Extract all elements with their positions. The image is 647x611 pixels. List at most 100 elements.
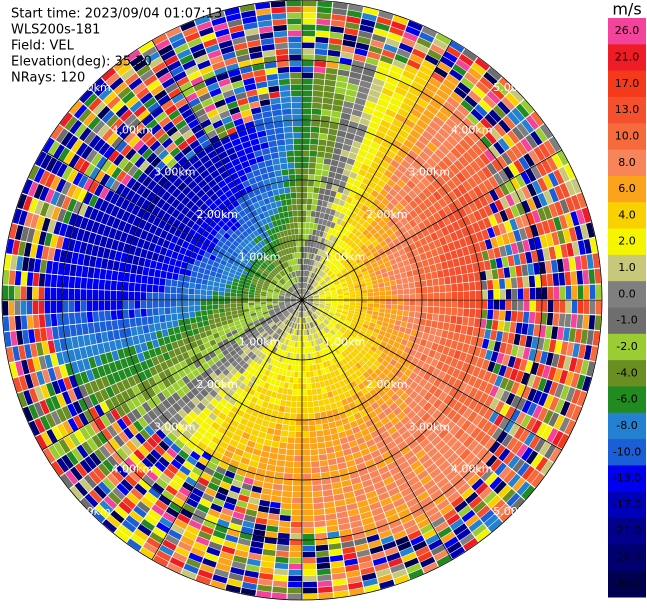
gate: [401, 321, 408, 327]
gate: [581, 255, 588, 269]
gate: [319, 133, 328, 139]
gate: [312, 199, 317, 205]
gate: [438, 278, 444, 286]
gate: [46, 327, 53, 340]
gate: [265, 433, 273, 440]
gate: [320, 182, 327, 188]
gate: [316, 557, 329, 563]
gate: [159, 293, 165, 300]
gate: [308, 235, 312, 241]
gate: [243, 297, 249, 300]
gate: [374, 300, 380, 304]
gate: [39, 273, 45, 286]
gate: [329, 166, 337, 173]
gate: [153, 301, 159, 308]
gate: [3, 270, 10, 285]
gate: [159, 315, 165, 323]
gate: [317, 7, 332, 14]
gate: [208, 280, 214, 285]
gate: [412, 269, 419, 276]
gate: [368, 296, 374, 300]
gate: [443, 269, 450, 277]
gate: [291, 365, 295, 371]
gate: [231, 300, 237, 304]
gate: [293, 384, 298, 390]
gate: [141, 317, 147, 325]
gate: [378, 312, 384, 317]
gate: [329, 549, 342, 556]
gate: [325, 80, 336, 87]
gate: [578, 300, 584, 314]
gate: [249, 295, 255, 298]
gate: [153, 308, 159, 316]
gate: [515, 323, 522, 334]
gate: [468, 273, 475, 282]
gate: [565, 314, 571, 327]
gate: [305, 235, 308, 241]
gate: [303, 576, 317, 582]
gate: [530, 300, 536, 311]
gate: [314, 67, 326, 73]
gate: [302, 85, 312, 91]
gate: [293, 486, 302, 492]
gate: [123, 291, 129, 300]
gate: [52, 262, 59, 275]
gate: [165, 286, 171, 293]
gate: [470, 291, 476, 299]
gate: [335, 451, 344, 458]
gate: [302, 360, 305, 366]
gate: [165, 307, 171, 314]
gate: [433, 256, 440, 264]
gate: [289, 558, 302, 564]
gate: [515, 265, 522, 276]
gate: [317, 574, 331, 581]
gate: [332, 482, 342, 489]
gate: [331, 433, 339, 440]
gate: [302, 139, 310, 145]
gate: [21, 301, 27, 315]
gate: [378, 283, 384, 288]
gate: [372, 284, 378, 289]
gate: [101, 258, 108, 269]
gate: [367, 307, 373, 311]
gate: [225, 312, 231, 317]
gate: [191, 271, 198, 278]
gate: [302, 348, 305, 354]
gate: [374, 304, 380, 308]
gate: [335, 420, 343, 427]
gate: [428, 300, 434, 306]
gate: [135, 292, 141, 300]
gate: [286, 395, 291, 401]
gate: [331, 111, 341, 118]
gate: [189, 300, 195, 306]
gate: [207, 295, 213, 300]
gate: [298, 384, 302, 390]
gate: [3, 285, 9, 300]
gate: [314, 61, 326, 67]
gate: [219, 296, 225, 300]
gate: [273, 435, 281, 442]
gate: [203, 274, 209, 280]
gate: [406, 271, 413, 278]
gate: [274, 575, 288, 582]
gate: [434, 293, 440, 300]
gate: [320, 460, 329, 467]
gate: [578, 285, 584, 299]
gate: [303, 450, 311, 456]
gate: [34, 329, 41, 343]
gate: [272, 490, 282, 497]
gate: [237, 297, 243, 300]
gate: [415, 312, 421, 318]
gate: [195, 289, 201, 295]
gate: [302, 49, 314, 55]
gate: [302, 199, 307, 205]
gate: [510, 322, 517, 333]
gate: [446, 292, 452, 299]
gate: [287, 443, 295, 449]
gate: [328, 50, 341, 57]
gate: [255, 300, 261, 302]
gate: [302, 169, 308, 175]
gate: [588, 269, 595, 284]
gate: [335, 173, 343, 180]
gate: [425, 273, 432, 280]
